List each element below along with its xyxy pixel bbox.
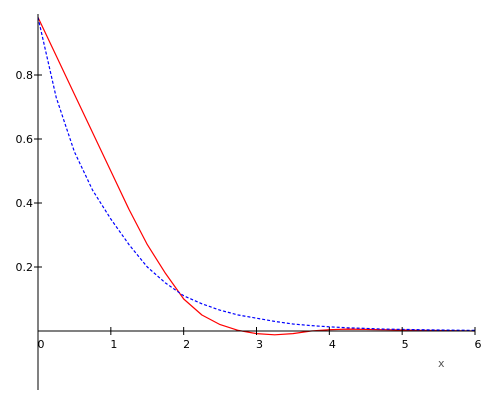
x-tick-label: 0 (38, 338, 45, 351)
y-tick-label: 0.2 (16, 261, 34, 274)
x-tick-label: 5 (402, 338, 409, 351)
x-tick-label: 1 (110, 338, 117, 351)
series-layer (37, 17, 476, 336)
series-line-1 (37, 17, 476, 336)
x-axis-label: x (438, 357, 445, 370)
x-tick-label: 4 (329, 338, 336, 351)
y-tick-label: 0.8 (16, 69, 34, 82)
x-tick-label: 2 (183, 338, 190, 351)
y-tick-label: 0.4 (16, 197, 34, 210)
y-tick-label: 0.6 (16, 133, 34, 146)
ticks-layer: 0 1 2 3 4 5 6 0.2 0.4 0.6 0.8 (16, 69, 482, 351)
x-tick-label: 6 (475, 338, 482, 351)
x-tick-label: 3 (256, 338, 263, 351)
series-line-2 (37, 17, 476, 331)
